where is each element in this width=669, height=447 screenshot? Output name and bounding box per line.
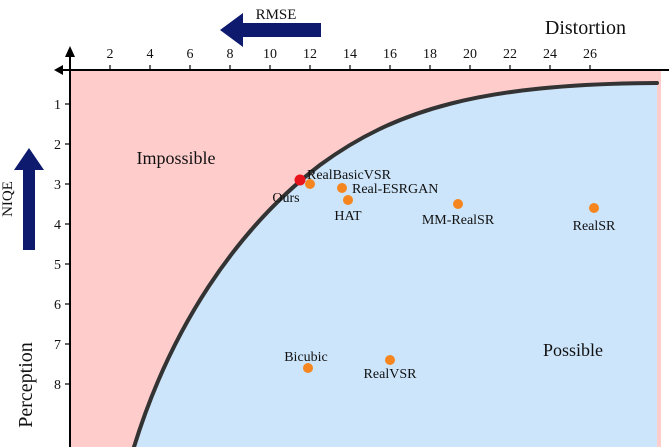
x-tick-label: 16 (383, 47, 397, 62)
y-tick-label: 8 (54, 378, 61, 393)
point-realsr (589, 203, 599, 213)
possible-label: Possible (543, 340, 603, 360)
x-axis-arrowhead (54, 65, 63, 75)
point-realbasicvsr (305, 179, 315, 189)
point-label-mm-realsr: MM-RealSR (422, 213, 495, 228)
y-tick-label: 2 (54, 138, 61, 153)
point-label-real-esrgan: Real-ESRGAN (352, 182, 438, 197)
y-tick-label: 1 (54, 98, 61, 113)
y-tick-label: 5 (54, 258, 61, 273)
point-ours (294, 174, 306, 186)
regions-layer (70, 70, 661, 447)
x-tick-label: 22 (503, 47, 517, 62)
y-tick-label: 7 (54, 338, 61, 353)
x-tick-label: 10 (263, 47, 277, 62)
point-label-ours: Ours (272, 191, 299, 206)
x-tick-label: 24 (543, 47, 557, 62)
x-tick-label: 12 (303, 47, 317, 62)
rmse-arrow (220, 13, 321, 47)
niqe-label: NIQE (0, 181, 16, 217)
x-tick-label: 14 (343, 47, 357, 62)
x-tick-label: 8 (227, 47, 234, 62)
axes-layer (54, 46, 669, 447)
labels-layer: Distortion Perception Impossible Possible Ou… (15, 17, 626, 428)
possible-region (134, 83, 657, 447)
x-tick-label: 18 (423, 47, 437, 62)
point-real-esrgan (337, 183, 347, 193)
point-realvsr (385, 355, 395, 365)
point-label-hat: HAT (334, 209, 362, 224)
y-tick-label: 4 (54, 218, 61, 233)
points-layer (294, 174, 599, 373)
niqe-arrow (14, 148, 44, 250)
point-bicubic (303, 363, 313, 373)
point-label-realsr: RealSR (573, 219, 616, 234)
y-tick-label: 6 (54, 298, 61, 313)
rmse-label: RMSE (256, 7, 297, 23)
point-label-bicubic: Bicubic (284, 350, 328, 365)
x-tick-label: 2 (107, 47, 114, 62)
impossible-label: Impossible (137, 148, 216, 168)
y-tick-label: 3 (54, 178, 61, 193)
y-axis-arrowhead (65, 46, 75, 57)
distortion-label: Distortion (545, 17, 626, 39)
arrows-layer: RMSE NIQE (0, 7, 321, 250)
perception-label: Perception (15, 342, 37, 428)
x-tick-label: 4 (147, 47, 154, 62)
x-tick-label: 26 (583, 47, 597, 62)
point-label-realbasicvsr: RealBasicVSR (307, 168, 392, 183)
point-hat (343, 195, 353, 205)
point-label-realvsr: RealVSR (364, 367, 418, 382)
boundary-curve (132, 81, 659, 447)
x-tick-label: 20 (463, 47, 477, 62)
x-tick-label: 6 (187, 47, 194, 62)
point-mm-realsr (453, 199, 463, 209)
